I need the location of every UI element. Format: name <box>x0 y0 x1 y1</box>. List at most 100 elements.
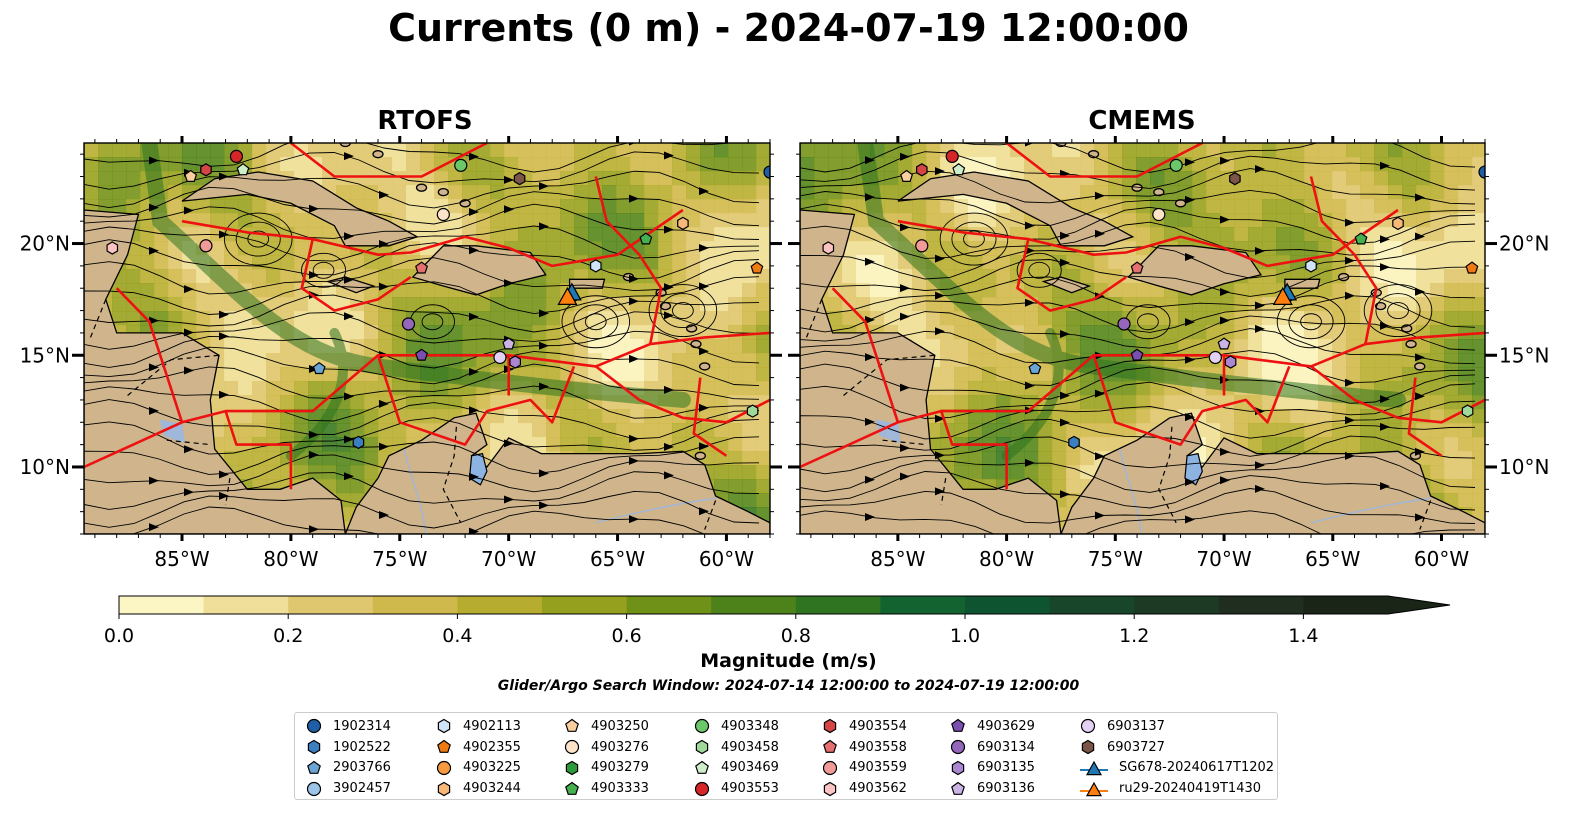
lon-tick-label: 80°W <box>979 547 1034 571</box>
float-marker <box>677 216 689 231</box>
lon-tick-label: 85°W <box>154 547 209 571</box>
lat-tick-label: 15°N <box>1499 343 1549 367</box>
float-marker <box>639 232 653 245</box>
island <box>372 150 384 159</box>
legend-item: 4903458 <box>693 737 779 758</box>
lon-tick-label: 60°W <box>1414 547 1469 571</box>
legend-hexagon-icon <box>437 719 451 734</box>
colorbar-segment <box>203 596 289 614</box>
legend-circle-icon <box>564 740 580 755</box>
float-marker <box>1224 355 1237 369</box>
panel-title-rtofs: RTOFS <box>377 106 473 136</box>
colorbar: 0.0 0.2 0.4 0.6 0.8 1.0 1.2 1.4 <box>104 595 1451 647</box>
legend-item: ru29-20240419T1430 <box>1079 778 1274 799</box>
island <box>699 362 711 371</box>
float-marker <box>1130 348 1144 361</box>
colorbar-segment <box>288 596 374 614</box>
legend-hexagon-icon <box>307 739 321 755</box>
legend-pentagon-icon <box>437 739 451 754</box>
legend-label: 4903559 <box>849 760 907 776</box>
legend-item: 4903244 <box>435 778 521 799</box>
legend-item: 1902314 <box>305 716 391 737</box>
colorbar-segment <box>542 596 628 614</box>
island <box>1414 362 1426 371</box>
colorbar-tick-label: 0.0 <box>104 625 134 647</box>
lon-tick-label: 65°W <box>1305 547 1360 571</box>
float-marker <box>1152 207 1166 222</box>
float-marker <box>415 261 429 274</box>
colorbar-label: Magnitude (m/s) <box>700 650 877 672</box>
float-marker <box>106 241 119 255</box>
colorbar-segment <box>880 596 966 614</box>
legend-hexagon-icon <box>437 781 451 796</box>
legend-column: 1902314 1902522 2903766 3902457 <box>305 716 391 799</box>
strong-current-bands <box>141 143 691 461</box>
legend-item: 4903348 <box>693 716 779 737</box>
colorbar-segment <box>1049 596 1135 614</box>
legend-label: 4903554 <box>849 718 907 734</box>
legend-pentagon-icon <box>951 781 965 795</box>
float-marker <box>184 169 198 182</box>
float-marker <box>945 149 959 164</box>
legend-item: 4903469 <box>693 758 779 779</box>
legend-label: 6903136 <box>977 781 1035 797</box>
legend-hexagon-icon <box>951 760 965 776</box>
legend-item: 4903559 <box>821 758 907 779</box>
legend-label: 4903629 <box>977 718 1035 734</box>
colorbar-segment <box>1134 596 1220 614</box>
colorbar-tick-label: 1.0 <box>950 625 980 647</box>
float-marker <box>401 317 416 331</box>
colorbar-segment <box>457 596 543 614</box>
legend-label: 4902355 <box>463 739 521 755</box>
legend-label: 6903134 <box>977 739 1035 755</box>
legend-label: 4902113 <box>463 718 521 734</box>
lon-tick-label: 60°W <box>699 547 754 571</box>
colorbar-tick-label: 0.4 <box>442 625 472 647</box>
legend-circle-icon <box>306 719 322 734</box>
legend-circle-icon <box>694 781 710 796</box>
colorbar-tick-label: 0.2 <box>273 625 303 647</box>
float-marker <box>1465 261 1479 274</box>
colorbar-tick-label: 0.8 <box>781 625 811 647</box>
colorbar-tick-label: 1.2 <box>1119 625 1149 647</box>
float-marker <box>1028 361 1042 375</box>
hispaniola-land <box>1127 245 1263 296</box>
legend-label: ru29-20240419T1430 <box>1119 781 1262 797</box>
legend-label: 4903553 <box>721 781 779 797</box>
legend-item: 3902457 <box>305 778 391 799</box>
island <box>437 188 449 197</box>
float-marker <box>229 149 244 164</box>
legend-circle-icon <box>950 740 966 755</box>
figure-title: Currents (0 m) - 2024-07-19 12:00:00 <box>388 6 1189 50</box>
legend-column: 4903348 4903458 4903469 4903553 <box>693 716 779 799</box>
float-marker <box>1068 435 1080 450</box>
legend-label: 4903279 <box>591 760 649 776</box>
legend-label: 4903348 <box>721 718 779 734</box>
float-marker <box>513 172 526 186</box>
lat-tick-label: 10°N <box>1499 455 1549 479</box>
float-marker <box>1305 259 1317 273</box>
legend-label: 4903469 <box>721 760 779 776</box>
legend-label: 4903250 <box>591 718 649 734</box>
legend-pentagon-icon <box>951 719 965 733</box>
legend-hexagon-icon <box>565 760 579 776</box>
lat-tick-label: 15°N <box>20 343 70 367</box>
streamline-arrows <box>149 143 709 534</box>
rivers <box>403 448 716 534</box>
platform-legend: 1902314 1902522 2903766 3902457 4902113 49023… <box>294 712 1278 800</box>
lat-tick-label: 20°N <box>1499 232 1549 256</box>
legend-pentagon-icon <box>565 781 579 795</box>
glider-marker <box>1272 286 1293 305</box>
legend-label: 4903562 <box>849 781 907 797</box>
legend-item: 4903554 <box>821 716 907 737</box>
float-marker <box>1229 172 1241 186</box>
float-marker <box>763 165 770 179</box>
legend-label: 4903333 <box>591 781 649 797</box>
legend-label: 6903135 <box>977 760 1035 776</box>
legend-label: 1902522 <box>333 739 391 755</box>
lon-tick-label: 85°W <box>870 547 925 571</box>
colorbar-segment <box>1303 596 1389 614</box>
legend-hexagon-icon <box>1081 739 1095 755</box>
legend-hexagon-icon <box>695 739 709 755</box>
float-marker <box>236 163 250 176</box>
